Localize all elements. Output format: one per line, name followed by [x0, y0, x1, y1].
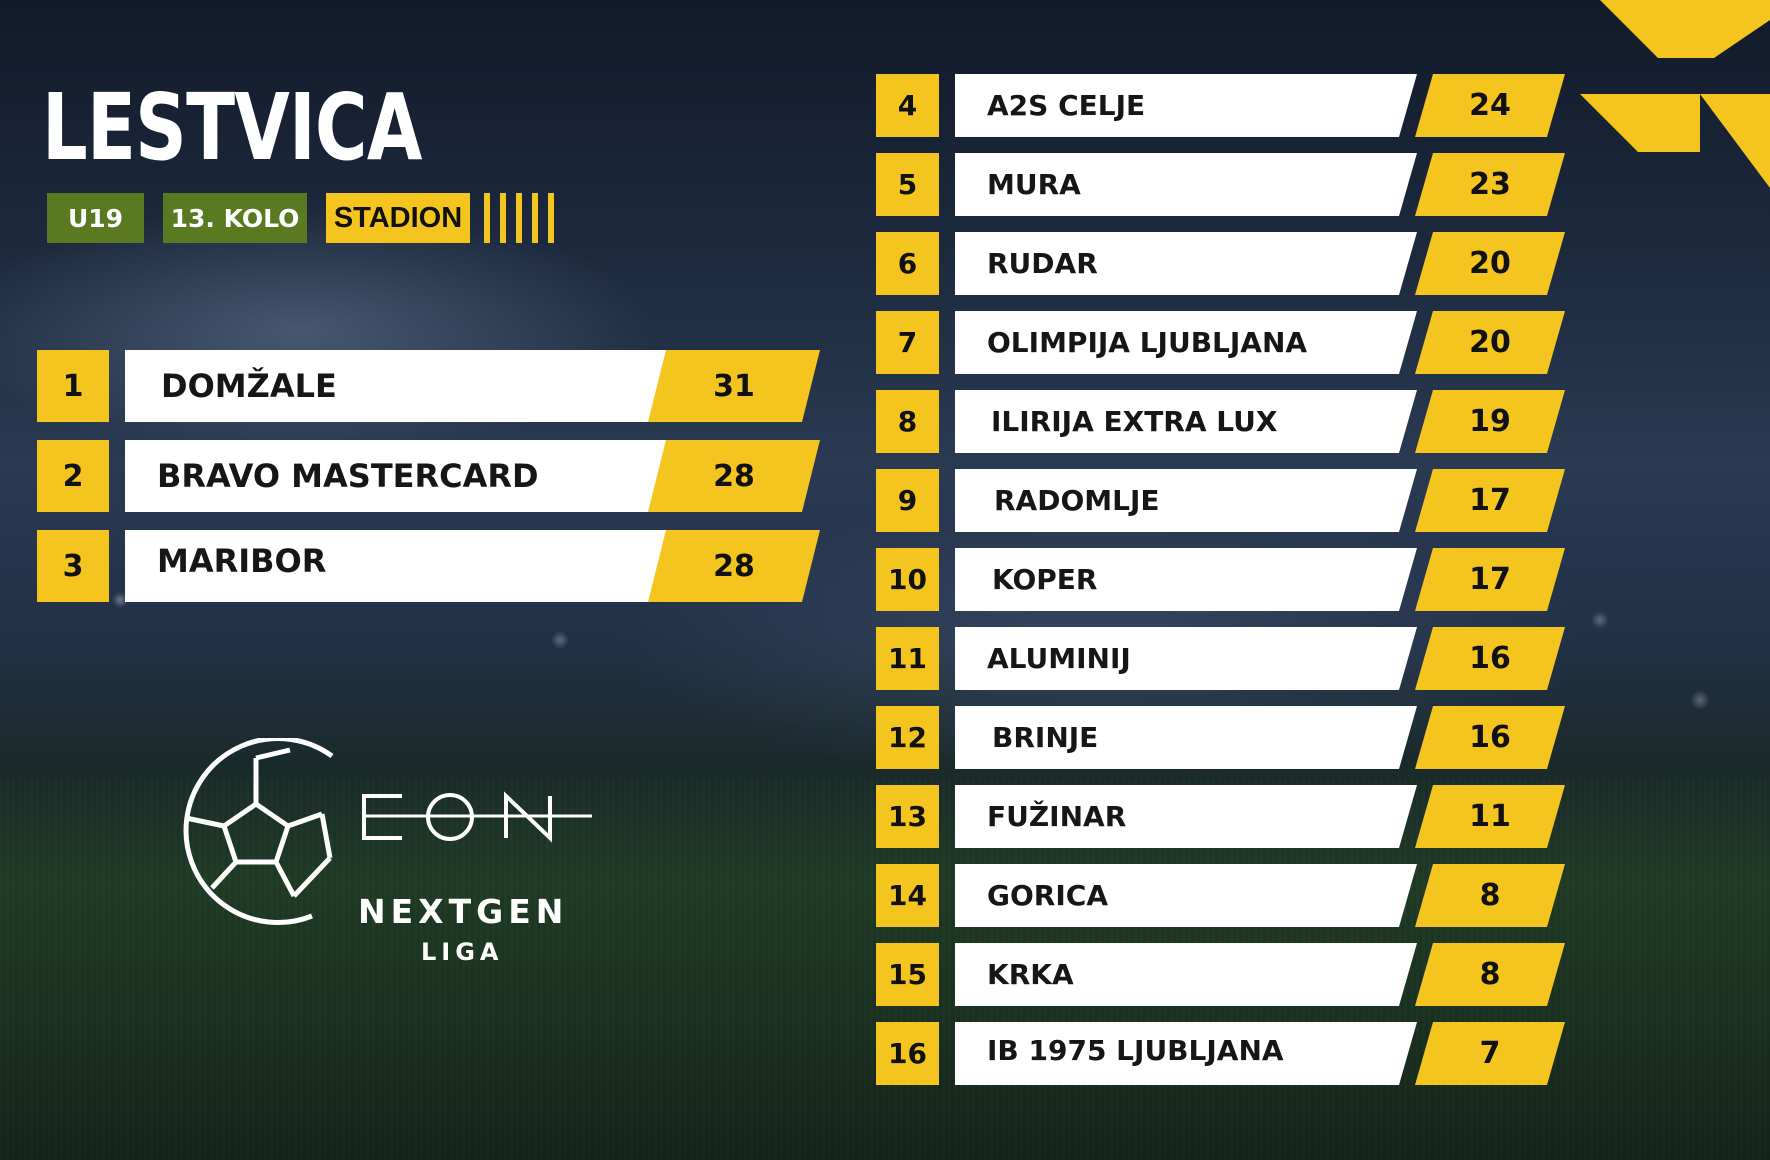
team-points: 24 [1415, 74, 1565, 137]
round-badge: 13. KOLO [163, 193, 307, 243]
team-name: RADOMLJE [955, 469, 1417, 532]
team-name: A2S CELJE [955, 74, 1417, 137]
team-name: BRINJE [955, 706, 1417, 769]
team-name: GORICA [955, 864, 1417, 927]
team-name: ILIRIJA EXTRA LUX [955, 390, 1417, 453]
team-name: BRAVO MASTERCARD [125, 440, 668, 512]
eon-wordmark [362, 791, 592, 843]
team-points: 19 [1415, 390, 1565, 453]
rank-number: 12 [876, 706, 939, 769]
rank-number: 11 [876, 627, 939, 690]
brand-stripe [548, 193, 554, 243]
team-points: 17 [1415, 469, 1565, 532]
rank-number: 15 [876, 943, 939, 1006]
rank-number: 7 [876, 311, 939, 374]
rank-number: 2 [37, 440, 109, 512]
rank-number: 9 [876, 469, 939, 532]
rank-number: 8 [876, 390, 939, 453]
team-name: RUDAR [955, 232, 1417, 295]
rank-number: 6 [876, 232, 939, 295]
team-points: 31 [648, 350, 820, 422]
age-group-badge: U19 [47, 193, 144, 243]
team-name: KRKA [955, 943, 1417, 1006]
corner-triangles-decoration [1580, 0, 1770, 188]
team-name: MARIBOR [125, 530, 668, 602]
league-logo [183, 738, 592, 925]
logo-liga-text: LIGA [421, 938, 504, 966]
team-name: IB 1975 LJUBLJANA [955, 1022, 1417, 1085]
team-name: KOPER [955, 548, 1417, 611]
team-points: 8 [1415, 864, 1565, 927]
brand-stripe [516, 193, 522, 243]
team-name: ALUMINIJ [955, 627, 1417, 690]
team-points: 16 [1415, 706, 1565, 769]
rank-number: 4 [876, 74, 939, 137]
brand-stripe [484, 193, 490, 243]
rank-number: 10 [876, 548, 939, 611]
rank-number: 13 [876, 785, 939, 848]
brand-stripe [500, 193, 506, 243]
team-points: 17 [1415, 548, 1565, 611]
brand-stripe [532, 193, 538, 243]
rank-number: 5 [876, 153, 939, 216]
soccer-ball-icon [183, 738, 334, 925]
team-name: DOMŽALE [125, 350, 668, 422]
rank-number: 3 [37, 530, 109, 602]
team-name: MURA [955, 153, 1417, 216]
team-points: 28 [648, 440, 820, 512]
team-points: 8 [1415, 943, 1565, 1006]
team-points: 28 [648, 530, 820, 602]
team-name: FUŽINAR [955, 785, 1417, 848]
rank-number: 1 [37, 350, 109, 422]
rank-number: 14 [876, 864, 939, 927]
logo-nextgen-text: NEXTGEN [358, 892, 569, 931]
team-points: 7 [1415, 1022, 1565, 1085]
team-points: 11 [1415, 785, 1565, 848]
stadion-brand-label: STADION [326, 193, 470, 243]
page-title: LESTVICA [42, 74, 422, 181]
team-points: 16 [1415, 627, 1565, 690]
team-points: 20 [1415, 311, 1565, 374]
rank-number: 16 [876, 1022, 939, 1085]
team-points: 23 [1415, 153, 1565, 216]
team-points: 20 [1415, 232, 1565, 295]
team-name: OLIMPIJA LJUBLJANA [955, 311, 1417, 374]
